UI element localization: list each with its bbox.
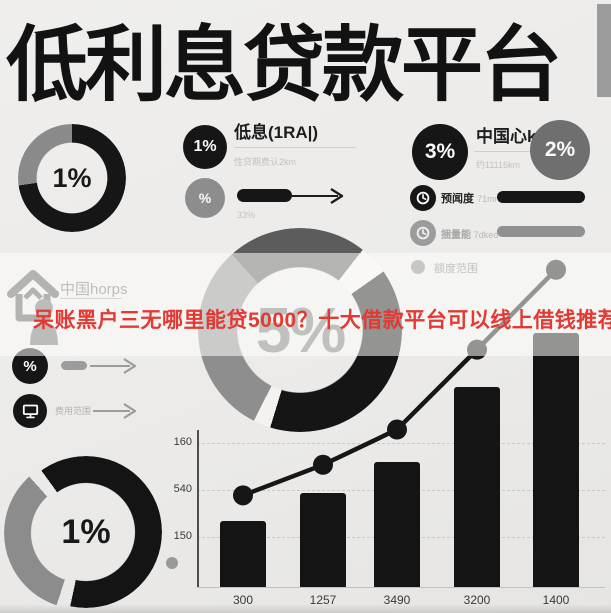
china-badge-right: 2% — [530, 120, 590, 180]
monitor-icon — [22, 404, 38, 418]
bar — [533, 333, 579, 587]
y-axis — [197, 430, 199, 588]
x-tick-label: 300 — [232, 593, 254, 607]
axis-corner-dot — [166, 557, 178, 569]
donut-bottom-left-value: 1% — [61, 512, 111, 551]
bar — [454, 387, 500, 587]
bottom-shade — [0, 604, 611, 613]
page-title: 低利息贷款平台 — [6, 20, 562, 111]
bar — [220, 521, 266, 587]
donut-bottom-left-gray-slice — [4, 457, 156, 609]
y-tick-label: 540 — [173, 483, 192, 495]
bar — [300, 493, 346, 587]
expense-label: 费用范围 — [55, 406, 92, 416]
low-interest-subtext: 性贷期费认2km — [234, 157, 297, 167]
x-tick-label: 1257 — [309, 593, 337, 607]
donut-top-left-value: 1% — [52, 162, 92, 193]
row1-bar — [497, 191, 585, 203]
x-tick-label: 3200 — [463, 593, 491, 607]
china-badge-left: 3% — [412, 124, 468, 180]
row2-bar — [497, 226, 585, 237]
y-tick-label: 160 — [173, 436, 192, 448]
rate-note: 33% — [237, 210, 256, 220]
clock-icon — [416, 226, 430, 240]
clock-icon — [416, 191, 430, 205]
row2-circle — [410, 220, 436, 246]
low-interest-heading: 低息(1RA|) — [234, 123, 319, 142]
row1-label-text: 预闻度 — [441, 193, 474, 205]
bar — [374, 462, 420, 587]
row2-label-value: 7dked — [473, 230, 499, 240]
row2-label: 捆量能 7dked — [441, 226, 498, 241]
percent-row-bar — [61, 361, 87, 370]
row2-label-text: 捆量能 — [441, 230, 471, 241]
low-interest-badge: 1% — [183, 125, 227, 169]
x-ticks: 300 1257 3490 3200 1400 — [0, 593, 611, 609]
top-right-bar — [597, 4, 611, 97]
row1-label-value: 71mm — [477, 194, 503, 204]
donut-chart-top-left — [18, 124, 126, 232]
divider — [234, 147, 356, 148]
percent-badge: % — [185, 178, 225, 218]
headline-text: 呆账黑户三无哪里能贷5000？十大借款平台可以线上借钱推荐 — [33, 309, 611, 332]
china-subtext: 约11116km — [476, 160, 521, 170]
x-axis — [197, 587, 605, 588]
x-tick-label: 1400 — [542, 593, 570, 607]
monitor-circle — [13, 394, 47, 428]
row1-circle — [410, 185, 436, 211]
row1-label: 预闻度 71mm — [441, 190, 502, 206]
progress-pill — [237, 189, 292, 202]
y-ticks: 160 540 150 — [150, 0, 192, 613]
y-tick-label: 150 — [173, 530, 192, 542]
x-tick-label: 3490 — [383, 593, 411, 607]
